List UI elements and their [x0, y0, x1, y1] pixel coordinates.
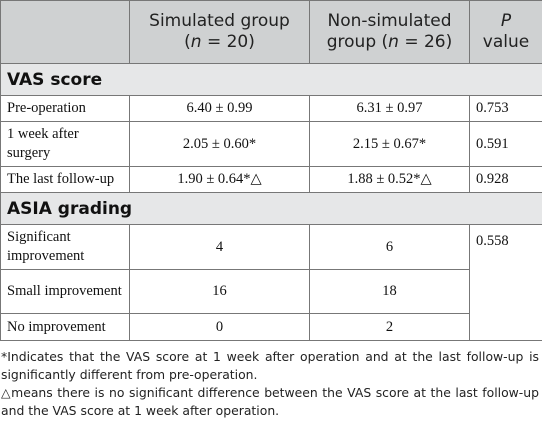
row-label: No improvement [0, 313, 130, 341]
simulated-value: 2.05 ± 0.60* [129, 121, 310, 167]
simulated-value: 16 [129, 269, 310, 314]
table-row: The last follow-up 1.90 ± 0.64*△ 1.88 ± … [0, 166, 542, 193]
section-row-vas: VAS score [0, 63, 542, 96]
header-p-value: P value [469, 0, 542, 64]
header-simulated-group: Simulated group (n = 20) [129, 0, 310, 64]
section-title-vas: VAS score [0, 63, 542, 96]
header-simulated-count: = 20) [201, 32, 255, 52]
header-nonsim-count: = 26) [398, 32, 453, 52]
simulated-value: 1.90 ± 0.64*△ [129, 166, 310, 193]
p-value: 0.753 [469, 95, 542, 122]
header-simulated-paren: ( [184, 32, 191, 52]
simulated-value: 4 [129, 224, 310, 270]
section-title-asia: ASIA grading [0, 192, 542, 225]
p-value: 0.928 [469, 166, 542, 193]
header-nonsim-line1: Non-simulated [327, 11, 452, 31]
header-row: Simulated group (n = 20) Non-simulated g… [0, 0, 542, 64]
footnote-triangle: △means there is no significant differenc… [1, 385, 539, 418]
header-value: value [482, 32, 530, 52]
non-simulated-value: 18 [309, 269, 470, 314]
table-row: No improvement 0 2 [0, 313, 542, 341]
non-simulated-value: 1.88 ± 0.52*△ [309, 166, 470, 193]
row-label: Significant improvement [0, 224, 130, 270]
header-simulated-n: n [190, 32, 202, 52]
p-value-asia: 0.558 [469, 224, 542, 341]
non-simulated-value: 6 [309, 224, 470, 270]
simulated-value: 0 [129, 313, 310, 341]
header-empty-cell [0, 0, 130, 64]
table-container: Simulated group (n = 20) Non-simulated g… [0, 0, 542, 341]
table-row: 1 week after surgery 2.05 ± 0.60* 2.15 ±… [0, 121, 542, 167]
non-simulated-value: 6.31 ± 0.97 [309, 95, 470, 122]
header-simulated-line1: Simulated group [149, 11, 290, 31]
non-simulated-value: 2.15 ± 0.67* [309, 121, 470, 167]
header-nonsim-n: n [388, 32, 399, 52]
section-row-asia: ASIA grading [0, 192, 542, 225]
p-value: 0.591 [469, 121, 542, 167]
row-label: 1 week after surgery [0, 121, 130, 167]
table-row: Pre-operation 6.40 ± 0.99 6.31 ± 0.97 0.… [0, 95, 542, 122]
header-nonsim-prefix: group ( [326, 32, 389, 52]
simulated-value: 6.40 ± 0.99 [129, 95, 310, 122]
row-label: Pre-operation [0, 95, 130, 122]
table-row: Small improvement 16 18 [0, 269, 542, 314]
footnotes: *Indicates that the VAS score at 1 week … [0, 348, 540, 420]
row-label: The last follow-up [0, 166, 130, 193]
table-row: Significant improvement 4 6 0.558 [0, 224, 542, 341]
header-non-simulated-group: Non-simulated group (n = 26) [309, 0, 470, 64]
footnote-asterisk: *Indicates that the VAS score at 1 week … [1, 349, 539, 382]
header-p: P [500, 11, 512, 31]
row-label: Small improvement [0, 269, 130, 314]
non-simulated-value: 2 [309, 313, 470, 341]
comparison-table: Simulated group (n = 20) Non-simulated g… [0, 0, 542, 341]
